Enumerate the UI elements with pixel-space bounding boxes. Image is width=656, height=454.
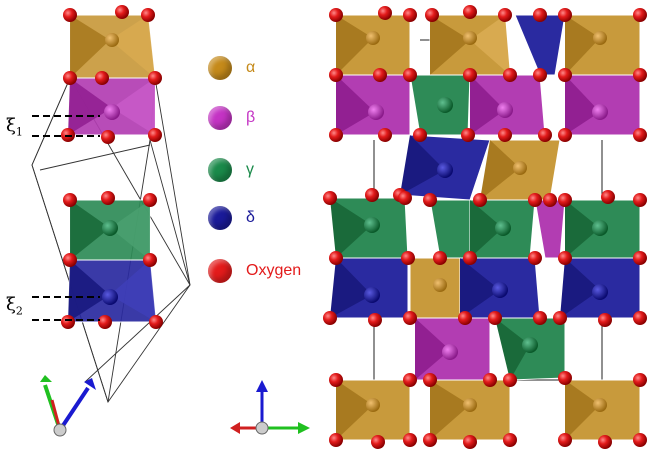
xi1-marker	[32, 115, 100, 137]
xi2-marker	[32, 296, 100, 321]
axis-triad-center	[230, 380, 310, 435]
axis-triad-left	[40, 375, 96, 437]
legend-label-beta: β	[246, 109, 256, 126]
beta-gamma-row	[335, 74, 641, 136]
beta-swatch-icon	[208, 106, 232, 130]
gamma-row	[329, 197, 641, 259]
left-structure	[31, 5, 191, 437]
oxygen-swatch-icon	[208, 259, 232, 283]
gamma-octahedron-left	[69, 199, 151, 261]
legend-label-delta: δ	[246, 209, 255, 226]
delta-alpha-row	[399, 134, 561, 201]
oxygen-atoms-right	[323, 5, 647, 449]
alpha-octahedron-left	[69, 14, 156, 79]
xi2-label: ξ2	[6, 294, 23, 318]
alpha-row-bottom	[335, 379, 641, 441]
legend-label-gamma: γ	[246, 161, 254, 178]
alpha-row-top	[335, 14, 641, 76]
xi1-label: ξ1	[6, 115, 23, 139]
legend-gamma: γ	[208, 155, 254, 185]
legend-label-alpha: α	[246, 59, 256, 76]
beta-octahedron-left	[67, 77, 156, 136]
legend-alpha: α	[208, 53, 255, 83]
alpha-swatch-icon	[208, 56, 232, 80]
legend-beta: β	[208, 103, 255, 133]
delta-swatch-icon	[208, 206, 232, 230]
beta-gamma-row-lower	[414, 317, 566, 381]
right-structure	[323, 5, 647, 449]
legend-label-oxygen: Oxygen	[246, 262, 302, 279]
gamma-swatch-icon	[208, 158, 232, 182]
legend-oxygen: Oxygen	[208, 256, 301, 286]
delta-row	[329, 257, 641, 319]
oxygen-atoms-left	[61, 5, 163, 329]
delta-octahedron-left	[67, 259, 157, 323]
legend-delta: δ	[208, 203, 255, 233]
